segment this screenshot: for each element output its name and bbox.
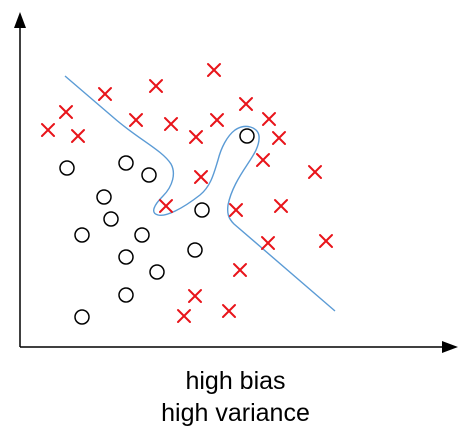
cross-stroke xyxy=(272,131,286,145)
cross-stroke xyxy=(319,234,333,248)
cross-point xyxy=(207,63,221,77)
cross-stroke xyxy=(239,97,253,111)
cross-point xyxy=(129,113,143,127)
cross-stroke xyxy=(207,63,221,77)
cross-stroke xyxy=(159,199,173,213)
cross-stroke xyxy=(189,130,203,144)
cross-stroke xyxy=(274,199,288,213)
cross-point xyxy=(188,289,202,303)
cross-point xyxy=(229,203,243,217)
cross-point xyxy=(222,304,236,318)
cross-stroke xyxy=(164,117,178,131)
cross-stroke xyxy=(149,79,163,93)
cross-point xyxy=(308,165,322,179)
circle-point xyxy=(239,128,255,144)
circle-point xyxy=(134,227,150,243)
cross-stroke xyxy=(177,309,191,323)
x-axis-arrowhead xyxy=(442,341,458,353)
cross-point xyxy=(272,131,286,145)
circle-point xyxy=(96,189,112,205)
cross-point xyxy=(210,113,224,127)
cross-point xyxy=(41,123,55,137)
circle-point xyxy=(118,287,134,303)
cross-point xyxy=(98,87,112,101)
cross-point xyxy=(159,199,173,213)
cross-stroke xyxy=(98,87,112,101)
cross-stroke xyxy=(256,153,270,167)
negative-class-points xyxy=(59,128,255,325)
decision-boundary xyxy=(64,75,336,312)
circle-point xyxy=(74,309,90,325)
cross-stroke xyxy=(308,165,322,179)
cross-point xyxy=(239,97,253,111)
cross-point xyxy=(233,263,247,277)
circle-point xyxy=(118,155,134,171)
axes xyxy=(14,12,458,353)
cross-point xyxy=(261,236,275,250)
cross-stroke xyxy=(41,123,55,137)
caption-line-1: high bias xyxy=(185,367,286,395)
circle-point xyxy=(59,160,75,176)
cross-point xyxy=(71,129,85,143)
cross-stroke xyxy=(233,263,247,277)
circle-point xyxy=(194,202,210,218)
cross-point xyxy=(319,234,333,248)
cross-point xyxy=(262,112,276,126)
cross-point xyxy=(177,309,191,323)
cross-point xyxy=(149,79,163,93)
cross-stroke xyxy=(71,129,85,143)
cross-point xyxy=(274,199,288,213)
cross-stroke xyxy=(261,236,275,250)
y-axis-arrowhead xyxy=(14,12,26,28)
cross-point xyxy=(164,117,178,131)
circle-point xyxy=(74,227,90,243)
cross-point xyxy=(256,153,270,167)
circle-point xyxy=(187,242,203,258)
cross-point xyxy=(189,130,203,144)
cross-stroke xyxy=(222,304,236,318)
caption-line-2: high variance xyxy=(161,399,310,427)
circle-point xyxy=(103,211,119,227)
cross-stroke xyxy=(59,105,73,119)
cross-point xyxy=(59,105,73,119)
cross-stroke xyxy=(188,289,202,303)
circle-point xyxy=(118,249,134,265)
cross-stroke xyxy=(262,112,276,126)
cross-stroke xyxy=(129,113,143,127)
cross-stroke xyxy=(229,203,243,217)
positive-class-points xyxy=(41,63,333,323)
cross-stroke xyxy=(194,170,208,184)
circle-point xyxy=(149,264,165,280)
circle-point xyxy=(141,167,157,183)
cross-point xyxy=(194,170,208,184)
cross-stroke xyxy=(210,113,224,127)
